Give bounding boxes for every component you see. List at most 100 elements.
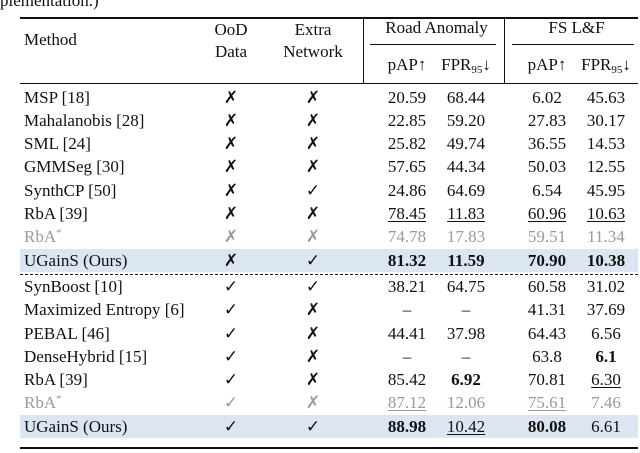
cell-value: 11.34 <box>587 227 625 247</box>
cell-value: 24.86 <box>387 180 427 200</box>
ood-mark: ✓ <box>223 276 239 296</box>
cell-value: 49.74 <box>446 134 486 154</box>
ood-mark: ✗ <box>223 250 239 270</box>
cell-value: 10.63 <box>586 204 626 223</box>
cell-value: 59.51 <box>527 227 567 247</box>
extra-mark: ✓ <box>305 276 321 296</box>
cell-value: 59.20 <box>446 110 486 130</box>
cell-value: – <box>402 346 412 366</box>
column-divider <box>363 18 364 83</box>
ood-mark: ✓ <box>223 300 239 320</box>
method-superscript: * <box>56 393 62 406</box>
column-subscript: 95 <box>471 64 483 76</box>
ood-mark: ✗ <box>223 110 239 130</box>
cell-value: 11.83 <box>447 204 485 223</box>
cell-value: 50.03 <box>527 157 567 177</box>
cell-value: 64.43 <box>527 323 567 343</box>
top-rule <box>20 17 638 19</box>
cell-value: 88.98 <box>387 416 427 436</box>
cell-value: 6.92 <box>451 370 481 390</box>
cell-value: – <box>461 346 471 366</box>
cell-value: 38.21 <box>387 276 427 296</box>
cell-value: 6.56 <box>591 323 621 343</box>
method: SynthCP [50] <box>24 181 116 201</box>
header-column: pAP↑ <box>388 55 427 75</box>
cell-value: 85.42 <box>387 370 427 390</box>
ood-mark: ✗ <box>223 134 239 154</box>
column-text: pAP↑ <box>527 55 567 74</box>
method-name: UGainS (Ours) <box>24 416 128 436</box>
method-name: SML [24] <box>24 134 91 154</box>
section-divider <box>20 274 638 275</box>
bottom-rule <box>20 447 638 449</box>
cell-value: 60.58 <box>527 276 567 296</box>
cell-value: 31.02 <box>586 276 626 296</box>
header-extra: Network <box>283 42 343 61</box>
cell-value: 6.30 <box>591 370 621 390</box>
column-subscript: 95 <box>611 64 623 76</box>
cell-value: 37.98 <box>446 323 486 343</box>
method-name: RbA <box>24 393 57 413</box>
cell-value: 22.85 <box>387 110 427 130</box>
method-superscript: * <box>56 227 62 240</box>
cell-value: 78.45 <box>387 204 427 223</box>
cell-value: 60.96 <box>527 204 567 223</box>
column-suffix: ↓ <box>622 55 631 74</box>
cell-value: – <box>461 300 471 320</box>
cell-value: 6.02 <box>532 87 562 107</box>
cell-value: 6.54 <box>532 180 562 200</box>
cell-value: 74.78 <box>387 227 427 247</box>
column-divider <box>504 18 505 83</box>
cell-value: 37.69 <box>586 300 626 320</box>
ood-mark: ✓ <box>223 370 239 390</box>
header-group: Road Anomaly <box>385 18 488 37</box>
ood-mark: ✓ <box>223 416 239 436</box>
cell-value: 64.75 <box>446 276 486 296</box>
cell-value: 81.32 <box>387 250 427 270</box>
method-name: RbA <box>24 227 57 247</box>
header-ood: OoD <box>214 20 248 39</box>
method-name: RbA [39] <box>24 370 88 390</box>
method: DenseHybrid [15] <box>24 347 147 367</box>
cell-value: 36.55 <box>527 134 567 154</box>
cell-value: 30.17 <box>586 110 626 130</box>
method: SML [24] <box>24 134 91 154</box>
cell-value: 12.06 <box>446 393 486 413</box>
method-name: UGainS (Ours) <box>24 250 128 270</box>
extra-mark: ✗ <box>305 204 321 223</box>
extra-mark: ✗ <box>305 157 321 177</box>
cell-value: 10.42 <box>446 416 486 436</box>
extra-mark: ✗ <box>305 370 321 390</box>
method-name: DenseHybrid [15] <box>24 346 148 366</box>
method: RbA [39] <box>24 204 88 224</box>
header-column: FPR95↓ <box>581 55 631 76</box>
header-column: pAP↑ <box>528 55 567 75</box>
cell-value: 75.61 <box>527 393 567 413</box>
cell-value: 25.82 <box>387 134 427 154</box>
cell-value: 6.1 <box>595 346 617 366</box>
method: GMMSeg [30] <box>24 157 125 177</box>
group-rule <box>512 44 634 45</box>
header-extra: Extra <box>294 20 332 39</box>
header-group: FS L&F <box>548 18 605 37</box>
extra-mark: ✗ <box>305 134 321 154</box>
ood-mark: ✗ <box>223 227 239 247</box>
method-name: MSP [18] <box>24 87 90 107</box>
caption-fragment: plementation.) <box>0 0 99 10</box>
extra-mark: ✗ <box>305 110 321 130</box>
extra-mark: ✗ <box>305 87 321 107</box>
cell-value: 64.69 <box>446 180 486 200</box>
extra-mark: ✓ <box>305 416 321 436</box>
cell-value: 20.59 <box>387 87 427 107</box>
cell-value: 68.44 <box>446 87 486 107</box>
extra-mark: ✗ <box>305 346 321 366</box>
cell-value: 87.12 <box>387 393 427 413</box>
extra-mark: ✗ <box>305 300 321 320</box>
extra-mark: ✗ <box>305 323 321 343</box>
header-rule <box>20 83 638 84</box>
cell-value: 45.95 <box>586 180 626 200</box>
ood-mark: ✗ <box>223 204 239 223</box>
cell-value: 44.41 <box>387 323 427 343</box>
column-suffix: ↓ <box>482 55 491 74</box>
cell-value: 14.53 <box>586 134 626 154</box>
